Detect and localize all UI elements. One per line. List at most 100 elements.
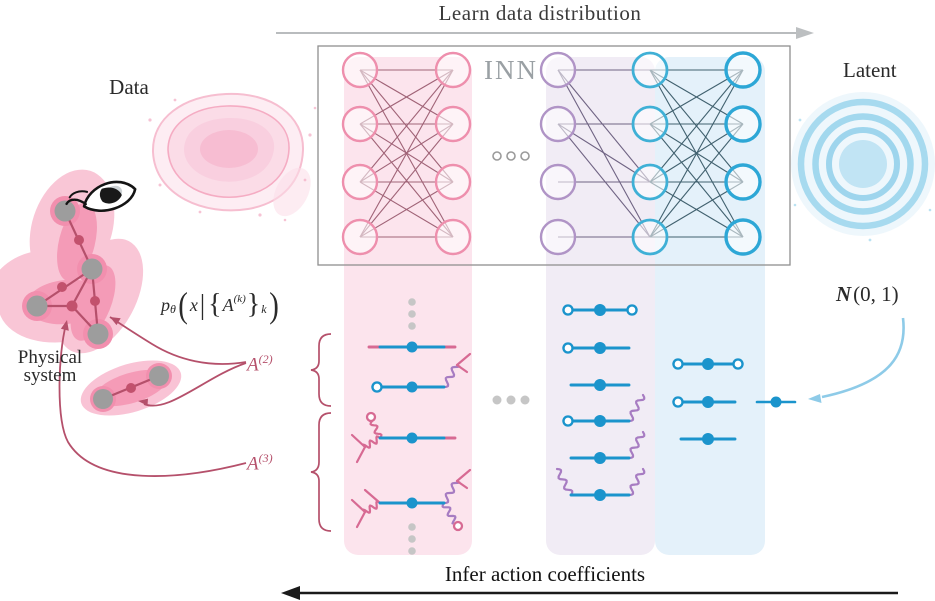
diagram-line <box>455 479 469 490</box>
vertex-dot <box>406 381 418 393</box>
squiggle <box>369 419 383 440</box>
ellipsis-dots <box>408 523 416 555</box>
final-block-actions <box>672 358 744 445</box>
two-point-vertex <box>126 383 136 393</box>
diagram-row <box>672 358 744 370</box>
vertex-dot <box>594 304 606 316</box>
diagram-line <box>350 498 367 514</box>
endpoint-ring <box>562 304 574 316</box>
network-edge <box>359 123 454 238</box>
ellipsis-dots <box>492 151 530 161</box>
endpoint-ring <box>562 415 574 427</box>
infer-label: Infer action coefficients <box>444 562 646 586</box>
neuron <box>434 218 472 256</box>
ellipsis-dot <box>408 535 416 543</box>
neuron <box>341 51 379 89</box>
ellipsis-dot <box>408 523 416 531</box>
ellipsis-dot <box>408 322 416 330</box>
diagram-line <box>355 510 367 529</box>
diagram-row <box>350 411 457 464</box>
diagram-row <box>755 396 797 408</box>
vertex-dot <box>594 342 606 354</box>
vertex-dot <box>594 379 606 391</box>
diagram-row <box>350 468 472 532</box>
neuron <box>724 218 762 256</box>
diagram-line <box>350 433 367 449</box>
squiggle <box>442 365 461 389</box>
squiggle <box>441 501 457 525</box>
squiggle <box>362 435 382 449</box>
neuron <box>631 51 669 89</box>
two-point-vertex <box>57 282 67 292</box>
network-edge <box>649 69 744 183</box>
inn-network <box>341 51 762 256</box>
a2-brace <box>310 333 332 407</box>
two-point-vertex <box>74 235 84 245</box>
network-edge <box>359 69 454 238</box>
ellipsis-dot <box>408 547 416 555</box>
ellipsis-dot <box>408 310 416 318</box>
diagram-line <box>363 488 382 505</box>
physical-system-line1: Physical <box>17 347 83 368</box>
neuron <box>539 218 577 256</box>
diagram-row <box>562 393 646 427</box>
vertex-dot <box>406 432 418 444</box>
arrowhead <box>796 27 814 39</box>
endpoint-ring <box>365 411 377 423</box>
diagram-row <box>562 342 631 354</box>
squiggle <box>627 430 646 460</box>
neuron <box>631 105 669 143</box>
neuron <box>434 163 472 201</box>
diagram-row <box>569 430 646 464</box>
two-point-vertex <box>90 296 100 306</box>
neuron <box>539 105 577 143</box>
graph-node <box>149 366 169 386</box>
coupling-block-1-actions <box>350 341 472 532</box>
arrowhead <box>138 398 148 406</box>
diagram-line <box>355 445 367 464</box>
squiggle <box>627 393 646 423</box>
infer-arrow <box>281 586 898 600</box>
arrowhead <box>281 586 300 600</box>
neuron <box>341 218 379 256</box>
data-distribution-blob <box>148 92 317 222</box>
coupling-block-2-actions <box>555 304 646 501</box>
a2-label: A(2) <box>247 352 273 376</box>
vertex-dot <box>594 489 606 501</box>
vertex-dot <box>770 396 782 408</box>
network-edge <box>359 69 454 183</box>
latent-speckles <box>793 118 932 242</box>
latent-label: Latent <box>843 58 897 82</box>
graph-node <box>26 295 48 317</box>
squiggle <box>442 481 461 505</box>
diagram-row <box>562 304 638 316</box>
ellipsis-dots <box>408 298 416 330</box>
inn-label: INN <box>484 55 538 85</box>
endpoint-ring <box>371 381 383 393</box>
network-edge <box>557 123 651 238</box>
ellipsis-dot <box>492 395 502 405</box>
graph-node <box>93 389 113 409</box>
squiggle <box>362 500 382 514</box>
neuron <box>539 163 577 201</box>
diagram-row <box>371 352 472 393</box>
vertex-dot <box>702 358 714 370</box>
a3-label: A(3) <box>247 451 273 475</box>
arrowhead <box>110 317 121 326</box>
coefficient-pointers <box>58 316 247 477</box>
learn-arrow <box>276 27 814 39</box>
neuron <box>631 163 669 201</box>
three-point-vertex <box>66 300 78 312</box>
vertex-dot <box>594 415 606 427</box>
diagram-row <box>679 433 737 445</box>
neuron <box>539 51 577 89</box>
physical-system-graph <box>22 196 113 349</box>
blob-speckles <box>148 98 317 222</box>
a3-brace <box>310 412 332 532</box>
diagram-row <box>672 396 737 408</box>
vertex-dot <box>702 433 714 445</box>
arrowhead <box>808 394 822 403</box>
endpoint-ring <box>626 304 638 316</box>
